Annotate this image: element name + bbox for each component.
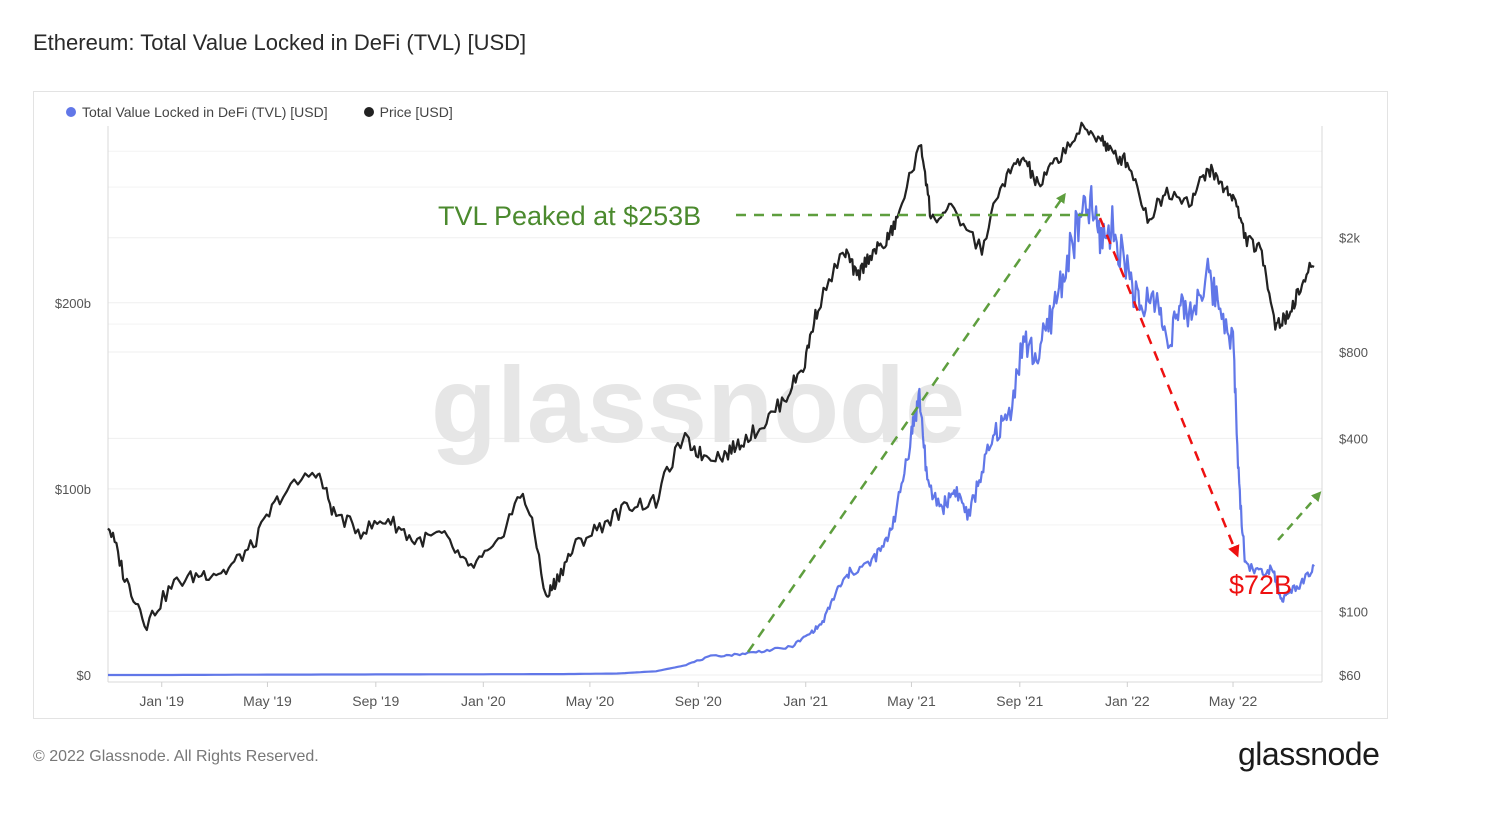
legend-label-price: Price [USD] [379, 104, 453, 120]
legend-label-tvl: Total Value Locked in DeFi (TVL) [USD] [82, 104, 328, 120]
chart-frame [33, 91, 1388, 719]
footer-copyright: © 2022 Glassnode. All Rights Reserved. [33, 748, 319, 765]
legend-dot-price [363, 107, 374, 117]
footer-logo: glassnode [1238, 736, 1380, 772]
legend-item-tvl[interactable]: Total Value Locked in DeFi (TVL) [USD] [66, 104, 328, 120]
page-title: Ethereum: Total Value Locked in DeFi (TV… [33, 30, 527, 55]
chart-legend: Total Value Locked in DeFi (TVL) [USD] P… [66, 104, 453, 120]
legend-item-price[interactable]: Price [USD] [363, 104, 453, 120]
legend-dot-tvl [66, 107, 76, 117]
